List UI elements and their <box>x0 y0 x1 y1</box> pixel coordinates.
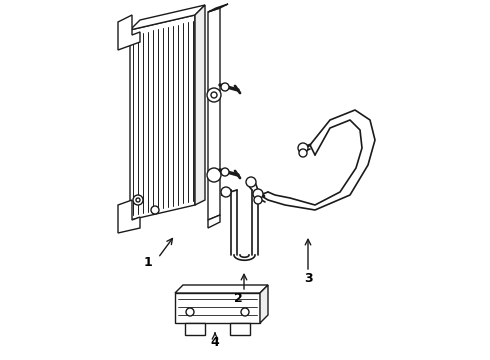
Polygon shape <box>130 15 195 220</box>
Circle shape <box>254 196 262 204</box>
Polygon shape <box>118 200 140 233</box>
Polygon shape <box>185 323 205 335</box>
Circle shape <box>298 143 308 153</box>
Circle shape <box>186 308 194 316</box>
Circle shape <box>221 187 231 197</box>
Circle shape <box>241 308 249 316</box>
Polygon shape <box>208 8 220 220</box>
Circle shape <box>151 206 159 214</box>
Polygon shape <box>260 285 268 323</box>
Circle shape <box>133 195 143 205</box>
Polygon shape <box>175 293 260 323</box>
Circle shape <box>136 198 140 202</box>
Text: 2: 2 <box>234 292 243 305</box>
Text: 3: 3 <box>304 271 312 284</box>
Polygon shape <box>118 15 140 50</box>
Circle shape <box>211 92 217 98</box>
Circle shape <box>299 149 307 157</box>
Circle shape <box>221 168 229 176</box>
Circle shape <box>207 168 221 182</box>
Polygon shape <box>130 5 205 30</box>
Polygon shape <box>175 285 268 293</box>
Circle shape <box>246 177 256 187</box>
Polygon shape <box>208 4 228 12</box>
Polygon shape <box>208 215 220 228</box>
Circle shape <box>253 189 263 199</box>
Text: 1: 1 <box>144 256 152 269</box>
Circle shape <box>221 83 229 91</box>
Text: 4: 4 <box>211 336 220 348</box>
Circle shape <box>207 88 221 102</box>
Polygon shape <box>195 5 205 205</box>
Polygon shape <box>230 323 250 335</box>
